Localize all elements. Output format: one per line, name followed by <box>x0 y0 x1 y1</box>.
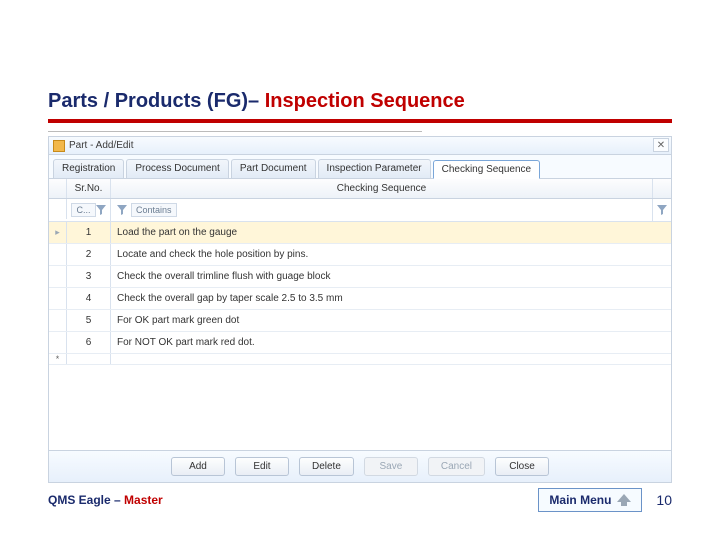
row-marker-new: * <box>49 354 67 364</box>
cell-srno: 3 <box>67 266 111 287</box>
slide-title-prefix: Parts / Products (FG)– <box>48 90 265 112</box>
save-button[interactable]: Save <box>364 457 418 476</box>
up-arrow-icon <box>617 494 631 506</box>
cancel-button[interactable]: Cancel <box>428 457 485 476</box>
title-underline-red <box>48 119 672 123</box>
tabs-row: RegistrationProcess DocumentPart Documen… <box>49 155 671 179</box>
add-button[interactable]: Add <box>171 457 225 476</box>
edit-button[interactable]: Edit <box>235 457 289 476</box>
cell-srno: 4 <box>67 288 111 309</box>
main-menu-button[interactable]: Main Menu <box>538 488 642 512</box>
filter-gutter <box>49 199 67 219</box>
grid: Sr.No. Checking Sequence C... Contains <box>49 179 671 365</box>
decorative-hatch <box>0 0 26 540</box>
footer-brand: QMS Eagle – Master <box>48 493 163 507</box>
tab-part-document[interactable]: Part Document <box>231 159 316 178</box>
close-icon[interactable]: ✕ <box>653 138 669 152</box>
cell-sequence: Check the overall trimline flush with gu… <box>111 266 671 287</box>
filter-row: C... Contains <box>49 199 671 222</box>
header-gutter <box>49 179 67 198</box>
button-bar: Add Edit Delete Save Cancel Close <box>49 450 671 482</box>
table-row[interactable]: 6For NOT OK part mark red dot. <box>49 332 671 354</box>
window-title: Part - Add/Edit <box>69 140 133 151</box>
row-marker <box>49 288 67 309</box>
table-row[interactable]: 4Check the overall gap by taper scale 2.… <box>49 288 671 310</box>
funnel-icon[interactable] <box>657 205 667 215</box>
footer-brand-prefix: QMS Eagle – <box>48 493 124 507</box>
tab-process-document[interactable]: Process Document <box>126 159 228 178</box>
slide-title: Parts / Products (FG)– Inspection Sequen… <box>48 90 672 113</box>
table-row[interactable]: 3Check the overall trimline flush with g… <box>49 266 671 288</box>
slide-footer: QMS Eagle – Master Main Menu 10 <box>48 488 672 512</box>
app-window: Part - Add/Edit ✕ RegistrationProcess Do… <box>48 136 672 483</box>
cell-srno: 1 <box>67 222 111 243</box>
funnel-icon[interactable] <box>96 205 106 215</box>
cell-srno: 2 <box>67 244 111 265</box>
title-underline-grey <box>48 131 422 132</box>
tab-registration[interactable]: Registration <box>53 159 124 178</box>
cell-srno: 6 <box>67 332 111 353</box>
filter-seq[interactable]: Contains <box>111 199 653 221</box>
table-row-new[interactable]: * <box>49 354 671 365</box>
table-row[interactable]: 2Locate and check the hole position by p… <box>49 244 671 266</box>
table-row[interactable]: 5For OK part mark green dot <box>49 310 671 332</box>
table-row[interactable]: ▸1Load the part on the gauge <box>49 222 671 244</box>
tab-inspection-parameter[interactable]: Inspection Parameter <box>318 159 431 178</box>
cell-sequence <box>111 354 671 364</box>
grid-body: ▸1Load the part on the gauge2Locate and … <box>49 222 671 365</box>
close-button[interactable]: Close <box>495 457 549 476</box>
cell-sequence: For NOT OK part mark red dot. <box>111 332 671 353</box>
cell-sequence: Check the overall gap by taper scale 2.5… <box>111 288 671 309</box>
row-marker <box>49 266 67 287</box>
cell-sequence: Load the part on the gauge <box>111 222 671 243</box>
grid-header: Sr.No. Checking Sequence <box>49 179 671 199</box>
page-number: 10 <box>656 492 672 508</box>
funnel-icon[interactable] <box>117 205 127 215</box>
header-checking-sequence[interactable]: Checking Sequence <box>111 179 653 198</box>
window-icon <box>53 140 65 152</box>
row-marker <box>49 310 67 331</box>
filter-end[interactable] <box>653 199 671 221</box>
filter-srno[interactable]: C... <box>67 199 111 221</box>
footer-brand-suffix: Master <box>124 493 163 507</box>
titlebar: Part - Add/Edit ✕ <box>49 137 671 155</box>
main-menu-label: Main Menu <box>549 493 611 507</box>
header-srno[interactable]: Sr.No. <box>67 179 111 198</box>
filter-srno-chip: C... <box>71 203 95 217</box>
row-marker <box>49 332 67 353</box>
cell-sequence: For OK part mark green dot <box>111 310 671 331</box>
row-marker: ▸ <box>49 222 67 243</box>
cell-srno: 5 <box>67 310 111 331</box>
cell-sequence: Locate and check the hole position by pi… <box>111 244 671 265</box>
header-filter-end <box>653 179 671 198</box>
slide-title-main: Inspection Sequence <box>265 90 465 112</box>
tab-checking-sequence[interactable]: Checking Sequence <box>433 160 541 179</box>
cell-srno <box>67 354 111 364</box>
row-marker <box>49 244 67 265</box>
filter-seq-chip: Contains <box>131 203 177 217</box>
delete-button[interactable]: Delete <box>299 457 354 476</box>
